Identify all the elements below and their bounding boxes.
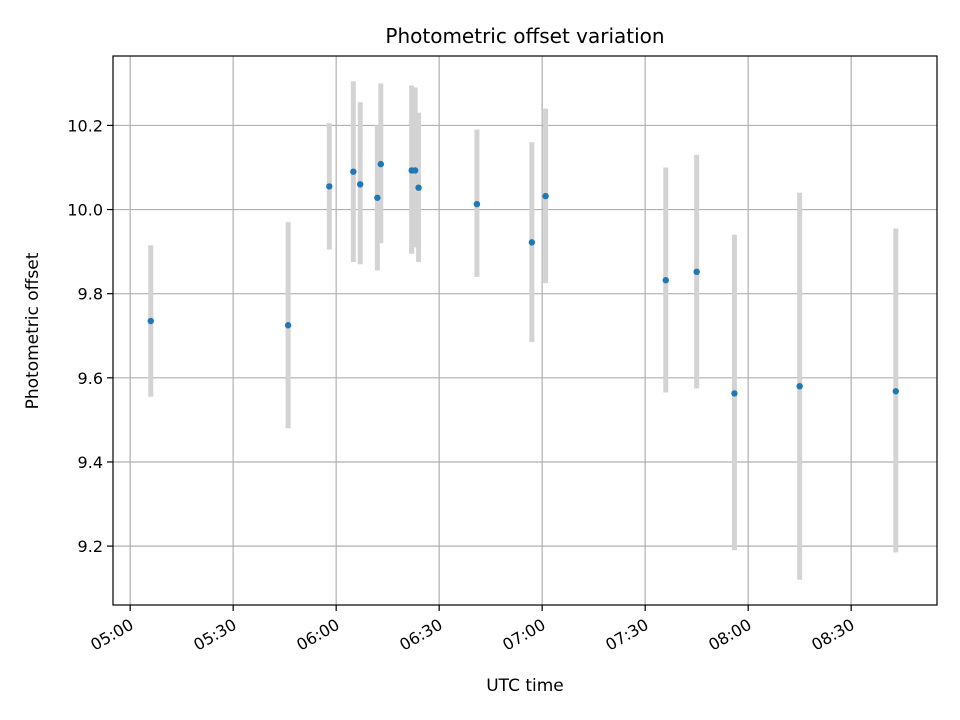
- data-point: [528, 239, 536, 246]
- data-points: [147, 160, 899, 397]
- x-axis-label: UTC time: [486, 676, 564, 696]
- data-point: [796, 383, 803, 390]
- data-point: [326, 183, 333, 190]
- data-point: [374, 194, 381, 201]
- data-point: [377, 160, 384, 168]
- plot-frame: [112, 55, 938, 606]
- y-tick-label: 9.6: [78, 369, 103, 388]
- y-tick-label: 9.2: [78, 537, 103, 556]
- data-point: [147, 317, 154, 325]
- data-point: [662, 277, 669, 284]
- data-point: [892, 388, 899, 395]
- data-point: [284, 322, 292, 329]
- data-point: [350, 168, 357, 175]
- chart-title: Photometric offset variation: [385, 24, 664, 48]
- y-tick-label: 10.2: [67, 116, 103, 135]
- data-point: [411, 167, 419, 174]
- data-point: [542, 192, 549, 200]
- data-point: [415, 184, 422, 191]
- data-point: [357, 181, 364, 188]
- data-point: [473, 200, 481, 208]
- data-point: [731, 390, 738, 397]
- data-point: [693, 268, 700, 276]
- y-tick-label: 9.4: [78, 453, 103, 472]
- y-axis-ticks: 9.2 9.4 9.6 9.8 10.0 10.2: [67, 116, 113, 556]
- y-tick-label: 9.8: [78, 285, 103, 304]
- y-axis-label: Photometric offset: [23, 252, 43, 409]
- y-tick-label: 10.0: [67, 201, 103, 220]
